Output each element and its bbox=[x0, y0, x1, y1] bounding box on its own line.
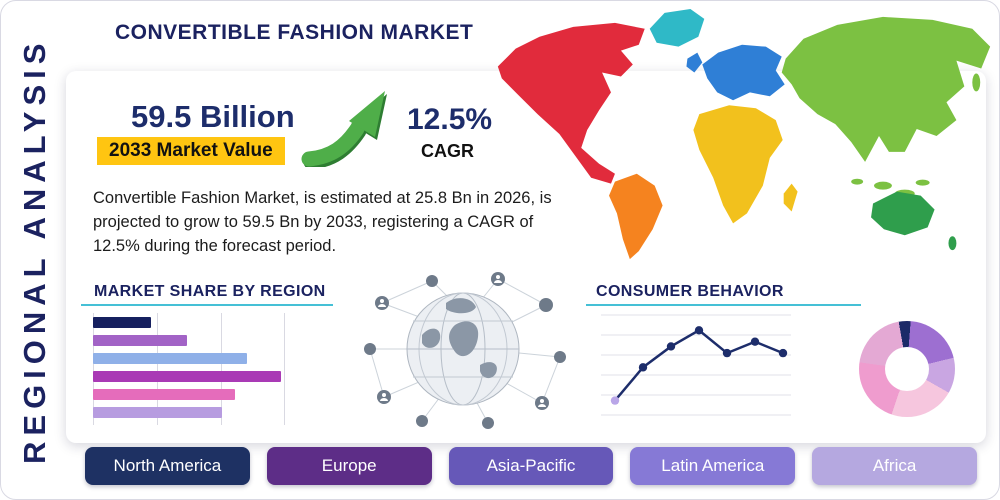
line-marker-1 bbox=[610, 396, 620, 405]
bar-chart bbox=[93, 313, 286, 425]
cagr-caption: CAGR bbox=[421, 141, 474, 161]
consumer-behavior-underline bbox=[586, 304, 861, 306]
region-button-asia-pacific[interactable]: Asia-Pacific bbox=[448, 447, 614, 485]
map-region-uk bbox=[686, 52, 703, 73]
market-value: 59.5 Billion bbox=[131, 99, 295, 134]
market-value-caption: 2033 Market Value bbox=[97, 137, 285, 165]
map-region-asia bbox=[781, 16, 991, 162]
line-chart-svg bbox=[601, 314, 791, 416]
globe-network-illustration bbox=[364, 272, 566, 429]
map-region-japan bbox=[972, 73, 981, 92]
cagr-value: 12.5% bbox=[407, 103, 493, 136]
donut-hole bbox=[885, 347, 929, 391]
map-region-islands bbox=[915, 179, 930, 186]
line-marker-6 bbox=[750, 337, 760, 346]
bar-segment-4 bbox=[93, 371, 282, 382]
map-region-africa bbox=[693, 105, 783, 224]
market-share-heading: MARKET SHARE BY REGION bbox=[94, 283, 326, 300]
region-button-latin-america[interactable]: Latin America bbox=[630, 447, 796, 485]
map-region-europe bbox=[702, 44, 785, 101]
region-buttons: North America Europe Asia-Pacific Latin Ame… bbox=[85, 447, 977, 485]
map-region-madagascar bbox=[783, 183, 798, 212]
bar-segment-6 bbox=[93, 407, 222, 418]
map-region-australia bbox=[871, 191, 935, 236]
bar-chart-gridlines bbox=[93, 313, 286, 425]
growth-arrow-icon bbox=[301, 91, 387, 167]
bar-segment-1 bbox=[93, 317, 151, 328]
line-marker-7 bbox=[778, 348, 788, 358]
line-marker-3 bbox=[666, 342, 676, 351]
line-marker-5 bbox=[722, 348, 732, 358]
bar-segment-5 bbox=[93, 389, 236, 400]
donut-chart bbox=[859, 321, 955, 417]
market-description: Convertible Fashion Market, is estimated… bbox=[93, 189, 552, 255]
bar-segment-3 bbox=[93, 353, 247, 364]
map-region-new-zealand bbox=[948, 236, 957, 251]
region-button-north-america[interactable]: North America bbox=[85, 447, 250, 485]
page-title: CONVERTIBLE FASHION MARKET bbox=[115, 21, 474, 44]
map-region-islands bbox=[874, 181, 892, 190]
bar-segment-2 bbox=[93, 335, 188, 346]
line-marker-2 bbox=[638, 363, 648, 372]
region-button-europe[interactable]: Europe bbox=[266, 447, 432, 485]
world-map bbox=[497, 8, 991, 260]
map-region-greenland bbox=[649, 8, 705, 47]
side-label: REGIONAL ANALYSIS bbox=[17, 37, 52, 465]
market-share-underline bbox=[81, 304, 333, 306]
region-button-africa[interactable]: Africa bbox=[812, 447, 977, 485]
consumer-behavior-heading: CONSUMER BEHAVIOR bbox=[596, 283, 784, 300]
map-region-islands bbox=[851, 178, 864, 185]
line-chart bbox=[601, 311, 791, 418]
line-marker-4 bbox=[694, 326, 704, 335]
map-region-south-america bbox=[609, 173, 663, 260]
map-region-north-america bbox=[497, 22, 645, 184]
